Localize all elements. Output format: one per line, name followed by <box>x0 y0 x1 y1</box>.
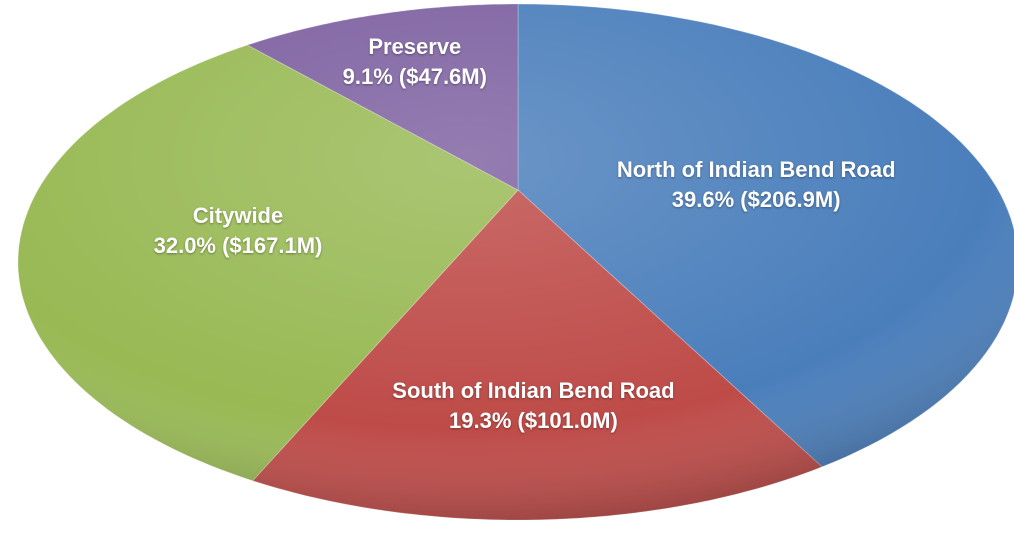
category-label: Citywide <box>192 203 284 229</box>
value-label: 32.0% ($167.1M) <box>153 233 323 259</box>
slice-label: North of Indian Bend Road 39.6% ($206.9M) <box>606 155 906 215</box>
slice-label: Preserve 9.1% ($47.6M) <box>265 32 565 92</box>
category-label: South of Indian Bend Road <box>392 378 675 404</box>
slice-label: Citywide 32.0% ($167.1M) <box>88 201 388 261</box>
value-label: 19.3% ($101.0M) <box>449 408 618 434</box>
category-label: North of Indian Bend Road <box>616 156 896 182</box>
value-label: 9.1% ($47.6M) <box>342 63 487 89</box>
value-label: 39.6% ($206.9M) <box>671 186 841 212</box>
slice-label: South of Indian Bend Road 19.3% ($101.0M) <box>383 376 683 436</box>
category-label: Preserve <box>368 33 462 59</box>
